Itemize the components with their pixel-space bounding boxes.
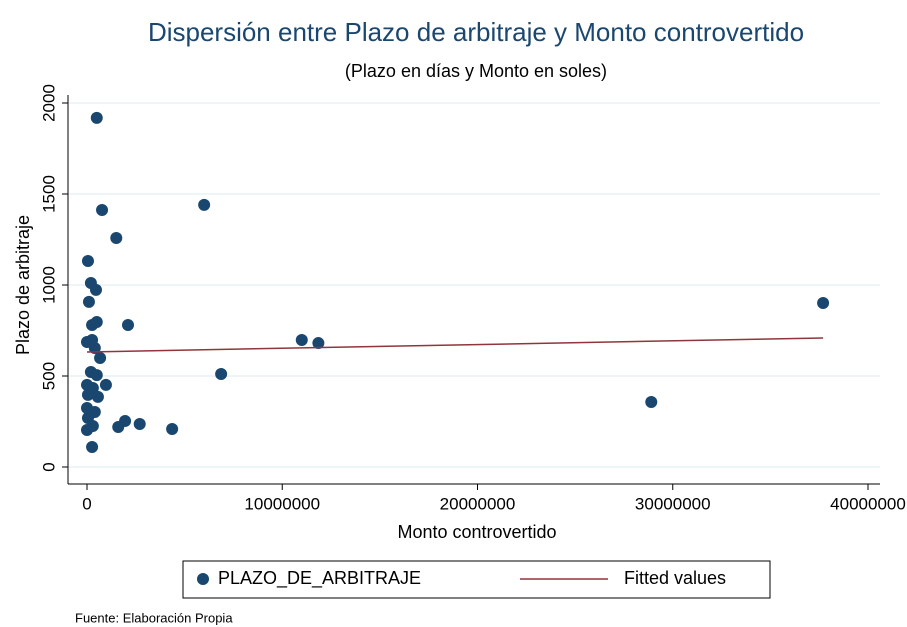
x-axis-label: Monto controvertido <box>397 522 556 542</box>
data-point <box>81 254 94 267</box>
data-point <box>166 422 179 435</box>
data-point <box>81 424 93 437</box>
data-point <box>122 319 135 332</box>
data-point <box>295 333 308 346</box>
data-point <box>91 390 104 403</box>
data-point <box>86 440 99 453</box>
y-tick-label: 2000 <box>39 84 58 122</box>
data-point <box>312 337 325 350</box>
x-tick-label: 10000000 <box>244 494 320 513</box>
x-tick-label: 20000000 <box>440 494 516 513</box>
data-point <box>90 111 103 124</box>
data-point <box>88 341 101 354</box>
chart-subtitle: (Plazo en días y Monto en soles) <box>345 61 607 81</box>
chart-title: Dispersión entre Plazo de arbitraje y Mo… <box>148 17 804 47</box>
data-point <box>81 388 94 401</box>
y-axis-label: Plazo de arbitraje <box>13 215 33 355</box>
data-point <box>81 402 93 415</box>
y-tick-label: 0 <box>39 462 58 471</box>
data-point <box>90 369 103 382</box>
data-point <box>817 297 830 310</box>
y-tick-label: 1500 <box>39 175 58 213</box>
x-tick-label: 0 <box>82 494 91 513</box>
x-tick-label: 40000000 <box>830 494 906 513</box>
legend-box <box>182 560 771 599</box>
data-point <box>133 418 146 431</box>
data-point <box>198 198 211 211</box>
data-point <box>99 378 112 391</box>
data-point <box>86 319 99 332</box>
legend-label: Fitted values <box>624 568 726 588</box>
data-point <box>112 420 125 433</box>
legend-label: PLAZO_DE_ARBITRAJE <box>218 568 421 589</box>
data-point <box>645 396 658 409</box>
legend-marker <box>197 573 209 585</box>
y-tick-label: 500 <box>39 362 58 390</box>
data-point <box>96 204 109 217</box>
data-point <box>81 412 94 425</box>
data-point <box>110 232 123 245</box>
data-point <box>89 283 102 296</box>
y-tick-label: 1000 <box>39 266 58 304</box>
footnote: Fuente: Elaboración Propia <box>75 610 233 625</box>
data-point <box>215 367 228 380</box>
x-tick-label: 30000000 <box>635 494 711 513</box>
fitted-line <box>86 337 824 353</box>
data-point <box>94 351 107 364</box>
data-point <box>82 295 95 308</box>
